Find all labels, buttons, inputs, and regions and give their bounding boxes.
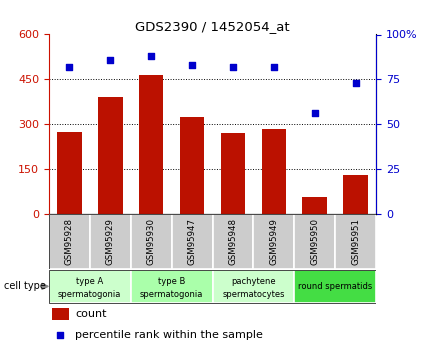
Point (148, 53, 155, 59)
Point (107, 57, 113, 62)
FancyBboxPatch shape (131, 214, 172, 269)
Bar (343, 175, 368, 214)
Point (189, 62, 196, 68)
FancyBboxPatch shape (49, 214, 90, 269)
Text: GSM95930: GSM95930 (147, 218, 156, 265)
Text: GSM95950: GSM95950 (310, 218, 319, 265)
Bar (261, 129, 286, 214)
Text: type B: type B (158, 277, 185, 286)
FancyBboxPatch shape (212, 270, 294, 303)
Point (230, 64, 236, 70)
Point (312, 111, 318, 116)
Text: spermatogonia: spermatogonia (140, 290, 203, 299)
Text: pachytene: pachytene (231, 277, 276, 286)
Bar (98, 97, 122, 214)
Bar (139, 75, 163, 214)
Text: spermatocytes: spermatocytes (222, 290, 285, 299)
Point (352, 80, 359, 86)
Text: type A: type A (76, 277, 103, 286)
FancyBboxPatch shape (294, 270, 376, 303)
Text: cell type: cell type (4, 282, 46, 291)
Text: GSM95929: GSM95929 (106, 218, 115, 265)
Text: GSM95947: GSM95947 (187, 218, 196, 265)
Text: count: count (75, 309, 107, 319)
Bar (52, 308, 68, 320)
FancyBboxPatch shape (90, 214, 131, 269)
Text: round spermatids: round spermatids (298, 282, 372, 291)
Bar (221, 133, 245, 214)
FancyBboxPatch shape (131, 270, 212, 303)
Text: percentile rank within the sample: percentile rank within the sample (75, 330, 263, 339)
Point (270, 64, 277, 70)
Text: GSM95928: GSM95928 (65, 218, 74, 265)
Text: spermatogonia: spermatogonia (58, 290, 122, 299)
Text: GSM95948: GSM95948 (229, 218, 238, 265)
Bar (180, 117, 204, 214)
Title: GDS2390 / 1452054_at: GDS2390 / 1452054_at (135, 20, 290, 33)
FancyBboxPatch shape (49, 270, 131, 303)
Point (66, 64, 73, 70)
FancyBboxPatch shape (172, 214, 212, 269)
FancyBboxPatch shape (253, 214, 294, 269)
Text: GSM95949: GSM95949 (269, 218, 278, 265)
Text: GSM95951: GSM95951 (351, 218, 360, 265)
FancyBboxPatch shape (212, 214, 253, 269)
Bar (303, 197, 327, 214)
FancyBboxPatch shape (335, 214, 376, 269)
FancyBboxPatch shape (294, 214, 335, 269)
Point (57, 332, 64, 337)
Bar (57, 132, 82, 214)
